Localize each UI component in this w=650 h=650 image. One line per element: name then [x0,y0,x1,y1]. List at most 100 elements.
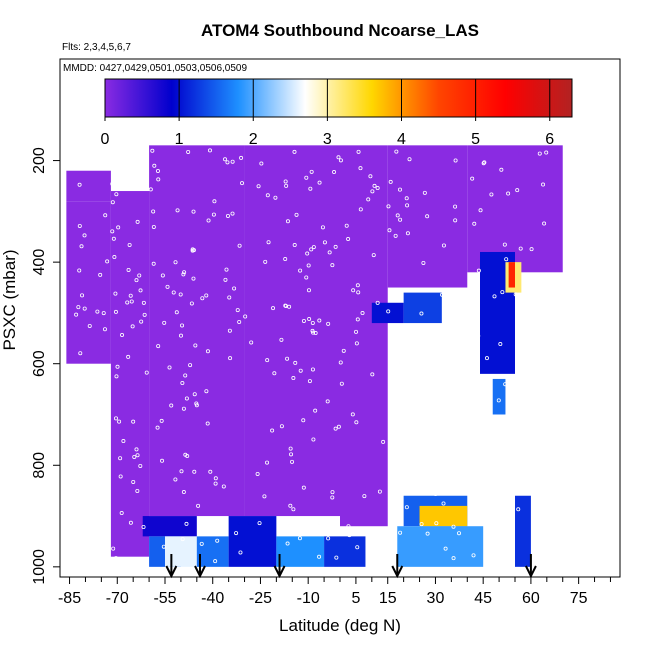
sample-dot [188,363,193,368]
sample-dot [121,439,126,444]
sample-dot [355,545,360,550]
sample-dot [178,292,183,297]
sample-dot [138,463,143,468]
sample-dot [82,233,87,238]
sample-dot [199,541,204,546]
sample-dot [411,368,416,373]
sample-dot [116,225,121,230]
heatmap-cell [515,495,531,567]
sample-dot [142,312,147,317]
sample-dot [309,247,314,252]
sample-dot [371,253,376,258]
sample-dot [256,184,261,189]
sample-dot [301,318,306,323]
sample-dot [232,286,237,291]
sample-dot [529,273,534,278]
sample-dot [437,388,442,393]
colorbar-tick-label: 0 [101,131,110,148]
sample-dot [228,356,233,361]
sample-dot [192,469,197,474]
sample-dot [498,342,503,347]
sample-dot [301,485,306,490]
heatmap-cell [508,262,515,288]
sample-dot [311,437,316,442]
sample-dot [394,149,399,154]
sample-dot [103,213,108,218]
sample-dot [532,314,537,319]
sample-dot [347,533,352,538]
sample-dot [119,511,124,516]
heatmap-cell [492,378,506,415]
sample-dot [262,494,267,499]
sample-dot [203,531,208,536]
sample-dot [417,411,422,416]
sample-dot [196,503,201,508]
sample-dot [409,463,414,468]
sample-dot [114,192,119,197]
sample-dot [225,160,230,165]
sample-dot [151,261,156,266]
sample-dot [225,213,230,218]
flight-arrows [165,554,537,579]
sample-dot [194,403,199,408]
sample-dot [306,263,311,268]
heatmap-cell [165,536,197,567]
sample-dot [102,327,107,332]
sample-dot [175,208,180,213]
sample-dot [441,501,446,506]
sample-dot [455,384,460,389]
sample-dot [115,364,120,369]
sample-dot [453,158,458,163]
sample-dot [305,251,310,256]
sample-dot [432,411,437,416]
heatmap-cell [196,536,229,567]
sample-dot [227,295,232,300]
sample-dot [355,283,360,288]
sample-dot [309,169,314,174]
sample-dot [506,191,511,196]
sample-dot [204,389,209,394]
sample-dot [346,237,351,242]
sample-dot [360,311,365,316]
colorbar-tick-label: 5 [471,131,480,148]
y-tick-label: 200 [31,147,48,174]
sample-dots [74,148,556,564]
sample-dot [111,546,116,551]
sample-dot [432,430,437,435]
sample-dot [358,207,363,212]
y-tick-label: 1000 [31,549,48,585]
sample-dot [330,495,335,500]
colorbar [104,78,573,118]
sample-dot [518,246,523,251]
sample-dot [148,187,153,192]
sample-dot [165,284,170,289]
sample-dot [464,379,469,384]
sample-dot [301,418,306,423]
sample-dot [306,288,311,293]
sample-dot [194,401,199,406]
sample-dot [476,333,481,338]
sample-dot [167,365,172,370]
y-tick-label: 600 [31,350,48,377]
sample-dot [307,379,312,384]
sample-dot [265,358,270,363]
sample-dot [492,294,497,299]
sample-dot [496,398,501,403]
flight-arrow [165,554,178,579]
sample-dot [230,211,235,216]
sample-dot [74,312,79,317]
sample-dot [336,155,341,160]
sample-dot [407,157,412,162]
y-tick-label: 400 [31,249,48,276]
sample-dot [278,519,283,524]
sample-dot [78,351,83,356]
sample-dot [389,385,394,390]
sample-dot [291,507,296,512]
chart-title: ATOM4 Southbound Ncoarse_LAS [201,21,479,40]
sample-dot [499,167,504,172]
heatmap-cell [419,505,468,527]
y-axis-label: PSXC (mbar) [0,249,19,350]
sample-dot [239,155,244,160]
sample-dot [456,320,461,325]
sample-dot [207,148,212,153]
